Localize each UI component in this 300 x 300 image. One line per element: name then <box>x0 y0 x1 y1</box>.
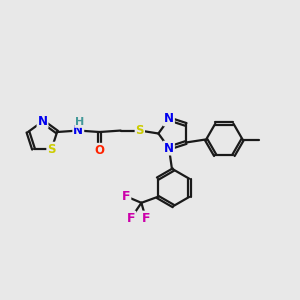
Text: H: H <box>75 117 84 127</box>
Text: S: S <box>47 142 56 156</box>
Text: N: N <box>38 115 47 128</box>
Text: N: N <box>164 112 174 125</box>
Text: F: F <box>127 212 135 225</box>
Text: F: F <box>122 190 130 203</box>
Text: F: F <box>142 212 150 225</box>
Text: S: S <box>136 124 144 137</box>
Text: O: O <box>94 144 104 157</box>
Text: N: N <box>73 124 83 137</box>
Text: N: N <box>164 142 174 154</box>
